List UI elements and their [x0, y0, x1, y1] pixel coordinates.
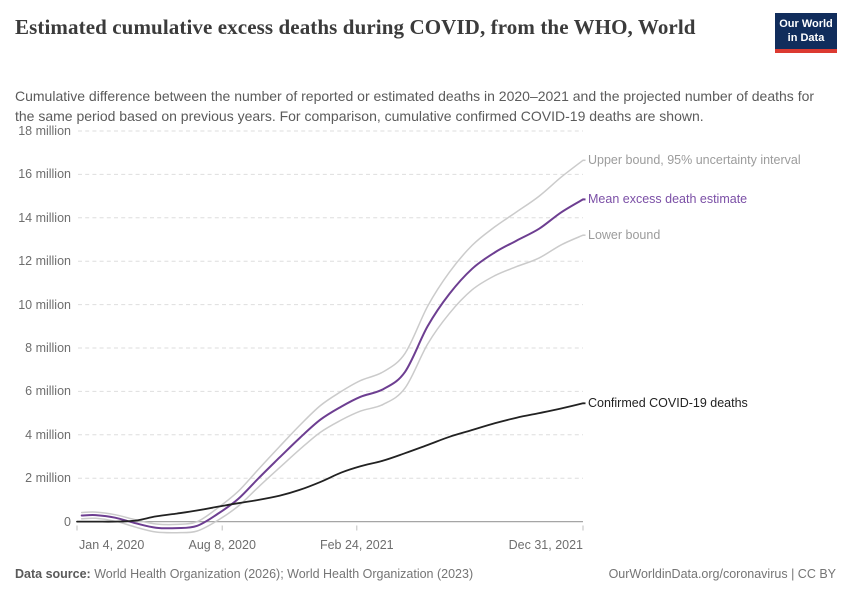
x-axis-label: Jan 4, 2020: [79, 538, 145, 552]
data-source-text: World Health Organization (2026); World …: [94, 567, 474, 581]
series-label-upper-bound: Upper bound, 95% uncertainty interval: [588, 153, 801, 168]
y-axis-label: 6 million: [25, 384, 71, 399]
series-label-mean-excess: Mean excess death estimate: [588, 192, 748, 207]
series-line-lower-bound: [80, 234, 584, 534]
footer: Data source: World Health Organization (…: [15, 567, 836, 581]
license-label: CC BY: [797, 567, 836, 581]
owid-url-link[interactable]: OurWorldinData.org/coronavirus: [608, 567, 788, 581]
y-axis-label: 16 million: [18, 167, 71, 182]
y-axis-label: 2 million: [25, 471, 71, 486]
series-label-confirmed: Confirmed COVID-19 deaths: [588, 396, 748, 411]
y-axis-label: 10 million: [18, 297, 71, 312]
x-axis-label: Aug 8, 2020: [188, 538, 256, 552]
y-axis-label: 12 million: [18, 254, 71, 269]
owid-logo-line1: Our World: [779, 18, 833, 30]
y-axis-label: 0: [64, 514, 71, 529]
data-source-label: Data source:: [15, 567, 91, 581]
footer-divider: |: [791, 567, 795, 581]
x-axis-label: Feb 24, 2021: [319, 538, 394, 552]
chart-subtitle: Cumulative difference between the number…: [15, 88, 815, 124]
y-axis-label: 8 million: [25, 341, 71, 355]
y-axis-label: 4 million: [25, 427, 71, 442]
series-line-upper-bound: [80, 159, 584, 526]
data-source-note: Data source: World Health Organization (…: [15, 567, 473, 581]
x-axis-label: Dec 31, 2021: [508, 538, 583, 552]
page-title: Estimated cumulative excess deaths durin…: [15, 15, 696, 39]
owid-logo: Our World in Data: [775, 13, 837, 53]
series-line-mean-excess: [80, 198, 584, 530]
series-label-lower-bound: Lower bound: [588, 228, 661, 243]
series-line-confirmed: [76, 402, 584, 523]
y-axis-label: 18 million: [18, 124, 71, 138]
y-axis-label: 14 million: [18, 210, 71, 225]
footer-attribution: OurWorldinData.org/coronavirus | CC BY: [609, 567, 836, 581]
owid-logo-line2: in Data: [787, 31, 825, 44]
